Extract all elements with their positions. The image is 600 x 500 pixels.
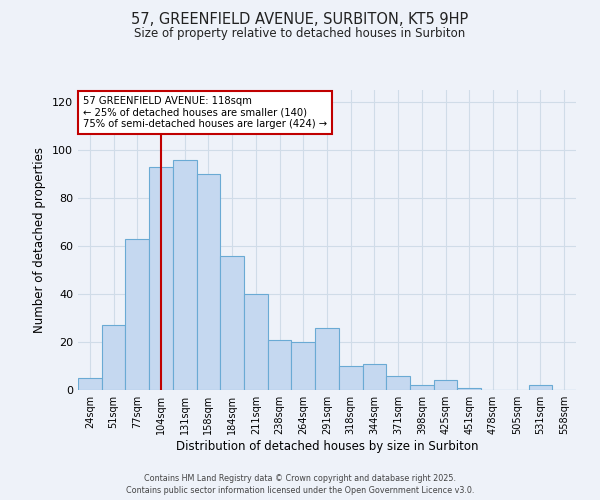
Bar xyxy=(149,167,173,390)
Bar xyxy=(529,385,552,390)
X-axis label: Distribution of detached houses by size in Surbiton: Distribution of detached houses by size … xyxy=(176,440,478,453)
Bar xyxy=(457,388,481,390)
Bar xyxy=(386,376,410,390)
Bar xyxy=(339,366,362,390)
Text: 57 GREENFIELD AVENUE: 118sqm
← 25% of detached houses are smaller (140)
75% of s: 57 GREENFIELD AVENUE: 118sqm ← 25% of de… xyxy=(83,96,327,129)
Text: 57, GREENFIELD AVENUE, SURBITON, KT5 9HP: 57, GREENFIELD AVENUE, SURBITON, KT5 9HP xyxy=(131,12,469,28)
Text: Contains HM Land Registry data © Crown copyright and database right 2025.
Contai: Contains HM Land Registry data © Crown c… xyxy=(126,474,474,495)
Bar xyxy=(362,364,386,390)
Bar xyxy=(434,380,457,390)
Y-axis label: Number of detached properties: Number of detached properties xyxy=(34,147,46,333)
Bar xyxy=(244,294,268,390)
Bar xyxy=(197,174,220,390)
Bar xyxy=(78,378,102,390)
Bar xyxy=(268,340,292,390)
Bar xyxy=(102,325,125,390)
Bar xyxy=(220,256,244,390)
Bar xyxy=(410,385,434,390)
Text: Size of property relative to detached houses in Surbiton: Size of property relative to detached ho… xyxy=(134,28,466,40)
Bar xyxy=(315,328,339,390)
Bar xyxy=(292,342,315,390)
Bar xyxy=(125,239,149,390)
Bar xyxy=(173,160,197,390)
